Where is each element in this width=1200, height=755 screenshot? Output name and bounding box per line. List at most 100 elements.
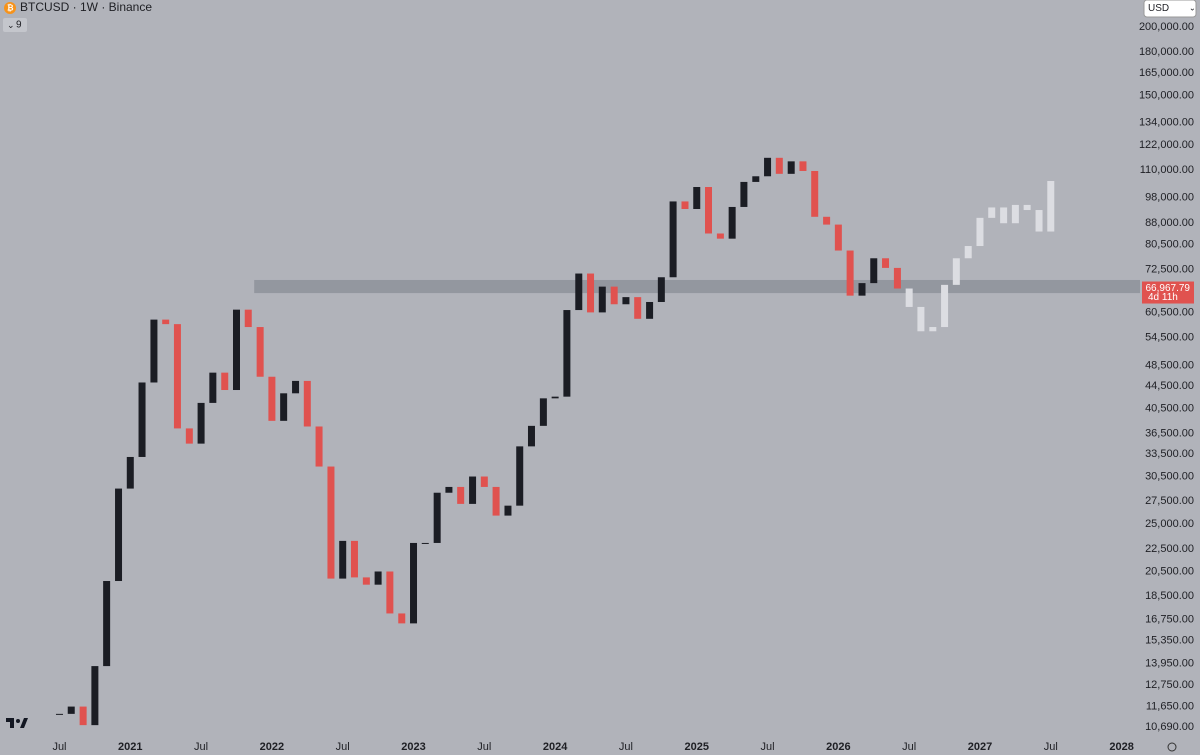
candle xyxy=(716,233,724,239)
candle xyxy=(115,488,123,582)
candle xyxy=(917,306,925,332)
candle xyxy=(634,297,642,319)
candle xyxy=(410,542,418,624)
candle xyxy=(539,398,547,426)
x-tick-label: Jul xyxy=(619,741,633,753)
x-tick-label: 2025 xyxy=(685,741,709,753)
candle xyxy=(740,181,748,207)
candle xyxy=(587,273,595,313)
candle xyxy=(303,380,311,427)
candle xyxy=(693,187,701,209)
y-tick-label: 150,000.00 xyxy=(1139,90,1194,102)
plot-area xyxy=(55,157,1141,726)
y-tick-label: 27,500.00 xyxy=(1145,495,1194,507)
candle xyxy=(858,283,866,296)
x-tick-label: 2023 xyxy=(401,741,425,753)
y-tick-label: 110,000.00 xyxy=(1140,164,1194,176)
candle xyxy=(882,258,890,268)
y-tick-label: 33,500.00 xyxy=(1145,448,1194,460)
indicator-toggle[interactable] xyxy=(3,18,27,32)
candle xyxy=(964,246,972,259)
x-tick-label: Jul xyxy=(1044,741,1058,753)
last-price-tag xyxy=(1142,281,1194,304)
symbol-glyph: ₿ xyxy=(7,4,14,13)
y-tick-label: 18,500.00 xyxy=(1145,590,1194,602)
y-tick-label: 11,650.00 xyxy=(1146,700,1194,712)
candle xyxy=(846,250,854,296)
candle xyxy=(232,309,240,391)
candle xyxy=(398,613,406,624)
x-tick-label: Jul xyxy=(52,741,66,753)
x-tick-label: Jul xyxy=(477,741,491,753)
candle xyxy=(244,309,252,328)
currency-button[interactable] xyxy=(1143,0,1197,18)
candle xyxy=(103,581,111,667)
candle xyxy=(976,217,984,247)
candle xyxy=(162,319,170,325)
candle xyxy=(657,277,665,302)
y-tick-label: 30,500.00 xyxy=(1145,470,1194,482)
y-tick-label: 22,500.00 xyxy=(1145,543,1194,555)
candle xyxy=(834,224,842,251)
indicator-arrow: ⌄ xyxy=(7,20,15,30)
candle xyxy=(480,476,488,487)
y-tick-label: 10,690.00 xyxy=(1145,721,1194,733)
candle xyxy=(775,157,783,174)
candle xyxy=(445,486,453,493)
candle xyxy=(386,571,394,614)
x-tick-label: Jul xyxy=(761,741,775,753)
candle xyxy=(197,402,205,444)
candle xyxy=(327,466,335,579)
y-tick-label: 54,500.00 xyxy=(1145,332,1194,344)
candle xyxy=(941,284,949,328)
x-tick-label: Jul xyxy=(194,741,208,753)
candle xyxy=(504,505,512,516)
candle xyxy=(339,540,347,579)
y-tick-label: 180,000.00 xyxy=(1139,46,1194,58)
y-tick-label: 165,000.00 xyxy=(1139,67,1194,79)
candle xyxy=(929,327,937,332)
candle xyxy=(469,476,477,504)
y-tick-label: 13,950.00 xyxy=(1145,657,1194,669)
candle xyxy=(374,571,382,585)
candle xyxy=(421,542,429,544)
candle xyxy=(681,201,689,209)
y-tick-label: 20,500.00 xyxy=(1145,565,1194,577)
x-tick-label: Jul xyxy=(902,741,916,753)
y-tick-label: 72,500.00 xyxy=(1145,263,1194,275)
indicator-count: 9 xyxy=(16,20,22,31)
y-tick-label: 200,000.00 xyxy=(1139,21,1194,33)
y-tick-label: 80,500.00 xyxy=(1145,238,1194,250)
candle xyxy=(1047,181,1055,232)
candle xyxy=(905,288,913,307)
candle xyxy=(67,706,75,714)
overlay: 200,000.00 180,000.00 165,000.00 150,000.00… xyxy=(52,21,1194,753)
candle xyxy=(646,301,654,319)
candle xyxy=(79,706,87,726)
y-tick-label: 48,500.00 xyxy=(1145,360,1194,372)
x-tick-label: 2028 xyxy=(1109,741,1133,753)
candle xyxy=(1023,204,1031,211)
x-tick-label: 2026 xyxy=(826,741,850,753)
candle xyxy=(787,161,795,174)
candle xyxy=(1000,207,1008,224)
candle xyxy=(362,577,370,585)
candle xyxy=(752,176,760,182)
candle xyxy=(268,376,276,421)
settings-icon[interactable] xyxy=(1167,742,1177,752)
candle xyxy=(433,492,441,543)
candle xyxy=(669,201,677,278)
candle xyxy=(1035,210,1043,232)
tradingview-logo xyxy=(6,718,28,728)
x-tick-label: 2022 xyxy=(260,741,284,753)
candle xyxy=(91,666,99,726)
countdown-label: 4d 11h xyxy=(1148,292,1178,303)
candle xyxy=(563,310,571,397)
y-tick-label: 122,000.00 xyxy=(1139,139,1194,151)
candle xyxy=(280,393,288,421)
candle xyxy=(221,372,229,391)
candle xyxy=(138,382,146,457)
candle xyxy=(185,428,193,444)
y-tick-label: 25,000.00 xyxy=(1145,518,1194,530)
y-tick-label: 44,500.00 xyxy=(1145,380,1194,392)
